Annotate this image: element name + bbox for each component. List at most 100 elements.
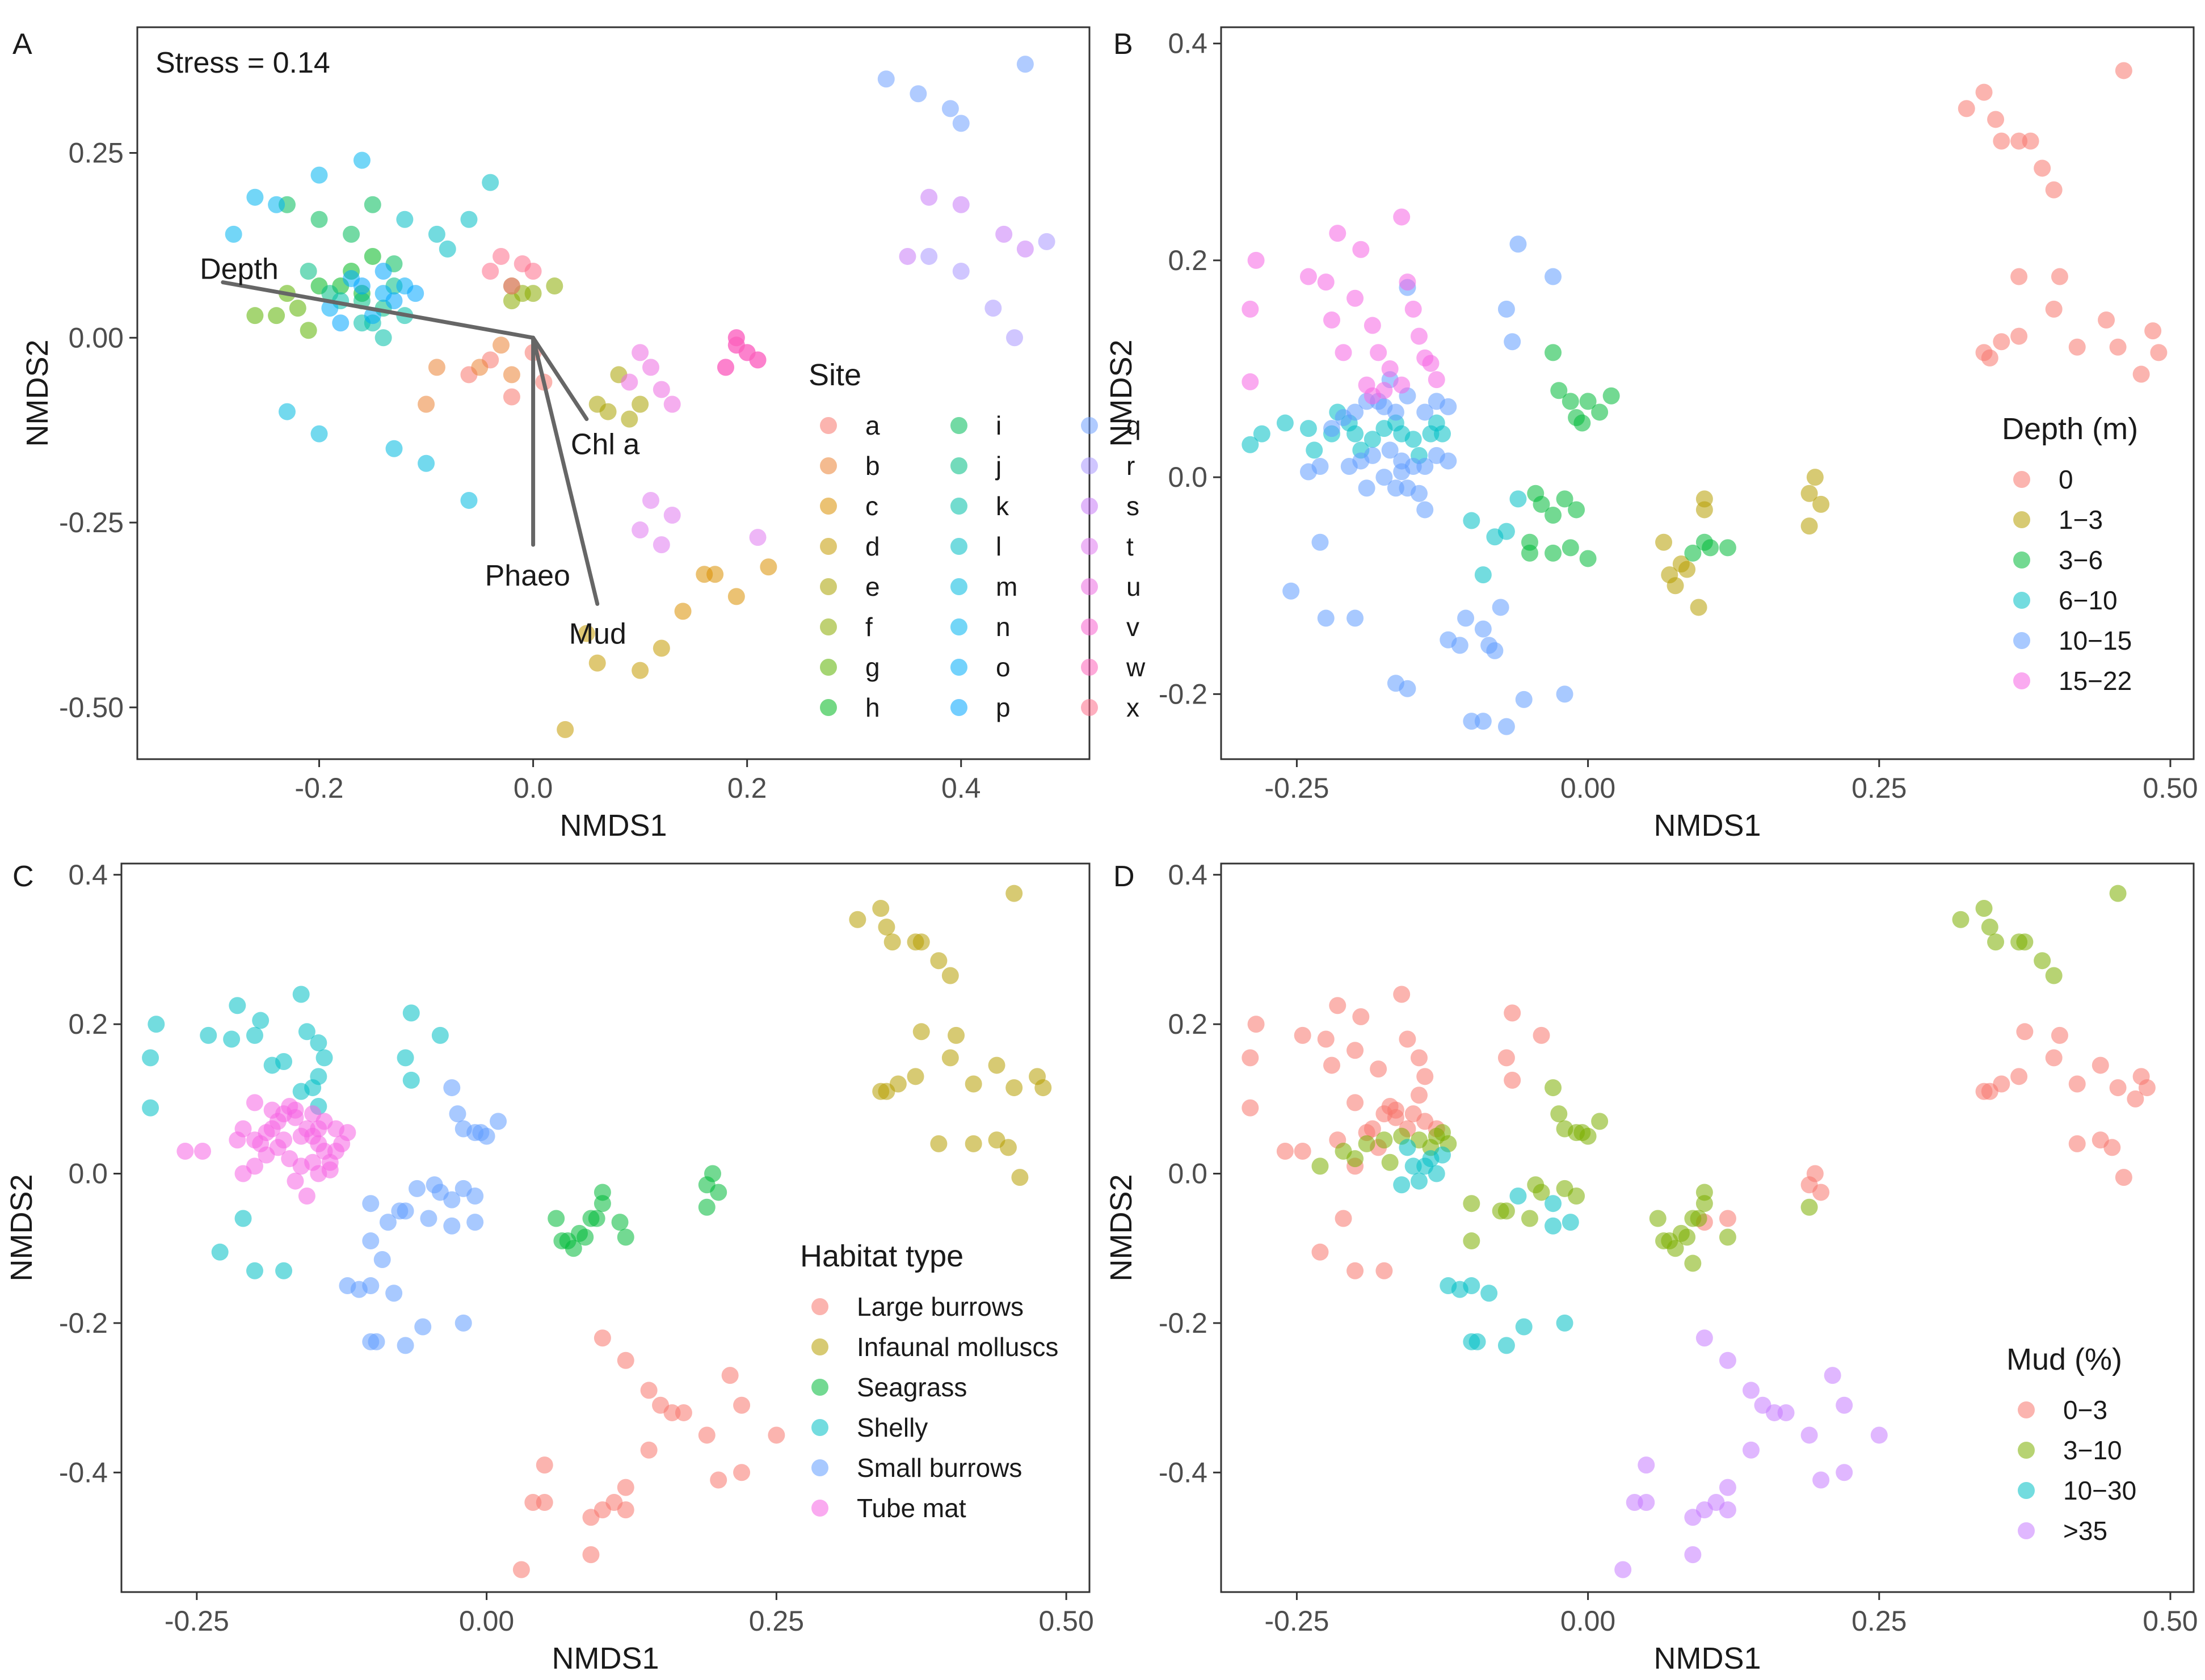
data-point-0−3 (1497, 1049, 1515, 1067)
data-point-q (910, 85, 927, 103)
data-point-0−3 (2103, 1139, 2121, 1156)
data-point-Infaunal molluscs (930, 1135, 948, 1152)
data-point-s (899, 247, 916, 265)
data-point-s (995, 225, 1013, 243)
data-point-0 (2034, 159, 2051, 177)
data-point-Large burrows (536, 1493, 553, 1511)
data-point-3−10 (1684, 1210, 1702, 1227)
legend-label: x (1126, 693, 1139, 722)
legend-key-1−3 (2013, 511, 2030, 528)
data-point-j (300, 263, 317, 280)
data-point-15−22 (1428, 371, 1445, 389)
data-point-0 (1993, 333, 2010, 351)
data-point-b (418, 395, 435, 413)
data-point-0−3 (1294, 1026, 1311, 1044)
data-point-0−3 (1416, 1068, 1434, 1085)
legend-key-k (950, 498, 967, 515)
data-point-p (385, 292, 403, 310)
data-point-Small burrows (490, 1113, 507, 1130)
x-tick-label: 0.50 (2143, 772, 2198, 804)
points-layer (1242, 62, 2168, 735)
data-point-Seagrass (704, 1165, 721, 1182)
data-point-0 (1975, 344, 1993, 361)
data-point-m (278, 403, 296, 420)
legend-label: i (996, 411, 1001, 440)
data-point-3−6 (1568, 409, 1585, 426)
legend-key-r (1081, 457, 1098, 474)
legend-label: 3−6 (2059, 545, 2103, 575)
legend-label: n (996, 612, 1011, 642)
data-point-3−10 (1358, 1135, 1375, 1152)
legend-key-d (820, 538, 837, 555)
data-point-0 (2144, 322, 2162, 340)
data-point-s (1016, 240, 1034, 258)
data-point-3−10 (2034, 952, 2051, 970)
legend-key-s (1081, 498, 1098, 515)
legend-label: Tube mat (857, 1493, 966, 1523)
y-tick-label: 0.2 (68, 1008, 108, 1040)
data-point-c (674, 603, 692, 620)
data-point-10−15 (1545, 268, 1562, 285)
data-point-Shelly (142, 1099, 159, 1117)
data-point-r (920, 247, 938, 265)
data-point-r (1038, 233, 1055, 250)
data-point-Tube mat (287, 1172, 304, 1190)
data-point-3−10 (1573, 1124, 1591, 1142)
data-point-10−15 (1416, 403, 1434, 421)
data-point-10−30 (1393, 1176, 1411, 1194)
data-point-10−15 (1381, 441, 1399, 459)
vector-mud (531, 335, 600, 606)
data-point-0−3 (1719, 1210, 1736, 1227)
legend-label: r (1126, 451, 1135, 481)
data-point-0 (2022, 132, 2039, 150)
data-point-10−30 (1509, 1188, 1527, 1205)
data-point-15−22 (1422, 355, 1440, 372)
data-point-x (482, 263, 499, 280)
data-point-Large burrows (617, 1479, 634, 1496)
data-point-Small burrows (443, 1217, 461, 1235)
data-point-Large burrows (605, 1493, 623, 1511)
legend-label: u (1126, 572, 1141, 601)
y-axis-title: NMDS2 (5, 1174, 39, 1281)
data-point-w (727, 336, 745, 354)
data-point-x (503, 277, 520, 295)
panel-a: A -0.2 0.0 0.2 0.4 -0.50 -0.25 0.00 0.25 NMDS1 NMD… (12, 26, 1146, 843)
x-tick-label: -0.25 (1264, 1605, 1329, 1637)
data-point-0−3 (1294, 1143, 1311, 1160)
data-point-15−22 (1352, 241, 1370, 258)
data-point-0−3 (2138, 1079, 2156, 1097)
x-tick-label: 0.25 (1851, 772, 1907, 804)
data-point-Seagrass (577, 1228, 594, 1246)
data-point-0−3 (1370, 1060, 1387, 1078)
data-point->35 (1742, 1441, 1760, 1459)
data-point-t (653, 536, 670, 554)
data-point-10−15 (1440, 398, 1457, 415)
y-tick-label: 0.25 (69, 137, 124, 169)
data-point-6−10 (1434, 425, 1451, 443)
data-point-Tube mat (194, 1143, 212, 1160)
data-point-3−10 (1981, 918, 1998, 936)
data-point-Small burrows (449, 1105, 466, 1123)
vector-label: Phaeo (485, 559, 570, 592)
data-point-0 (2132, 365, 2150, 383)
data-point-0−3 (2016, 1023, 2034, 1041)
data-point-3−10 (1550, 1105, 1568, 1123)
plot-frame (1220, 862, 2195, 1593)
y-tick-label: 0.00 (69, 322, 124, 353)
data-point-Shelly (431, 1026, 449, 1044)
data-point-3−6 (1545, 344, 1562, 361)
data-point-Shelly (310, 1034, 327, 1052)
data-point-3−10 (1655, 1232, 1673, 1250)
data-point-10−15 (1399, 680, 1416, 697)
x-tick-label: -0.2 (294, 772, 343, 804)
data-point-3−10 (1335, 1143, 1352, 1160)
data-point-15−22 (1247, 251, 1265, 269)
x-tick-label: 0.2 (727, 772, 767, 804)
plot-frame (136, 26, 1091, 760)
data-point-0−3 (1242, 1099, 1259, 1117)
data-point-0−3 (1323, 1056, 1341, 1074)
data-point-1−3 (1690, 599, 1707, 616)
data-point->35 (1824, 1367, 1841, 1384)
data-point-m (460, 491, 478, 509)
data-point-0−3 (2010, 1068, 2028, 1085)
